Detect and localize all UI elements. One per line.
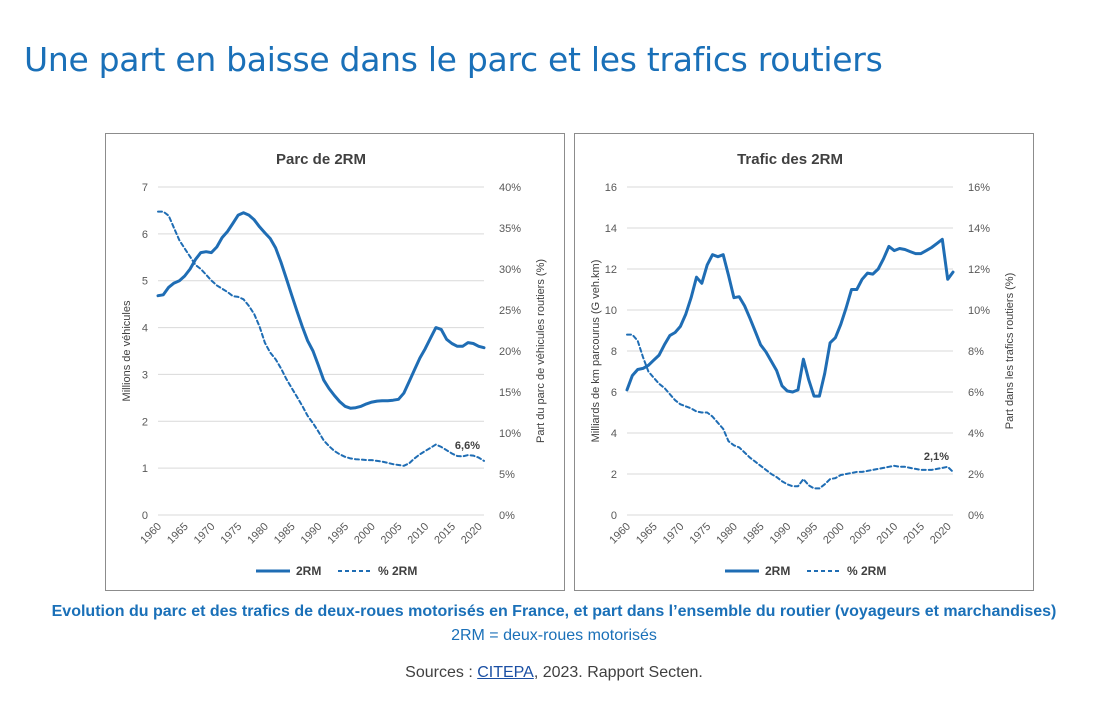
y-axis-label: Millions de véhicules (121, 300, 133, 401)
y2-axis-label: Part du parc de véhicules routiers (%) (535, 259, 547, 443)
y2-tick-label: 25% (499, 305, 521, 317)
y2-tick-label: 6% (968, 387, 984, 399)
x-tick-label: 1965 (165, 521, 191, 547)
x-tick-label: 2000 (352, 521, 378, 547)
y-tick-label: 5 (142, 276, 148, 288)
y-tick-label: 6 (611, 387, 617, 399)
sources-line: Sources : CITEPA, 2023. Rapport Secten. (0, 664, 1108, 682)
x-tick-label: 2005 (848, 521, 874, 547)
y2-tick-label: 0% (968, 510, 984, 522)
y-tick-label: 16 (605, 182, 617, 194)
y-tick-label: 4 (142, 323, 148, 335)
series-line-2rm (625, 237, 955, 398)
legend-label-share: % 2RM (847, 564, 886, 578)
y2-tick-label: 35% (499, 223, 521, 235)
chart-title: Trafic des 2RM (737, 151, 843, 168)
series-line-2rm (156, 211, 486, 410)
x-tick-label: 1970 (661, 521, 687, 547)
x-tick-label: 2015 (432, 521, 458, 547)
chart-title: Parc de 2RM (276, 151, 366, 168)
series-line-share (626, 333, 954, 490)
y2-tick-label: 40% (499, 182, 521, 194)
x-tick-label: 1995 (794, 521, 820, 547)
y-tick-label: 8 (611, 346, 617, 358)
y-tick-label: 1 (142, 463, 148, 475)
chart-svg: Parc de 2RM 0 1 2 3 4 5 6 7 0% 5% 10% 15% 20% 25% 30% 35… (121, 151, 547, 578)
x-tick-label: 1990 (299, 521, 325, 547)
legend-label-2rm: 2RM (765, 564, 790, 578)
x-tick-label: 2020 (459, 521, 485, 547)
chart-svg: Trafic des 2RM 0 2 4 6 8 10 12 14 16 0% 2% 4% 6% 8% 10%… (590, 151, 1016, 578)
y2-tick-label: 16% (968, 182, 990, 194)
x-tick-label: 1995 (325, 521, 351, 547)
x-tick-label: 2000 (821, 521, 847, 547)
legend-label-2rm: 2RM (296, 564, 321, 578)
y-tick-label: 7 (142, 182, 148, 194)
sources-suffix: , 2023. Rapport Secten. (533, 664, 703, 681)
y2-tick-label: 0% (499, 510, 515, 522)
x-tick-label: 2005 (379, 521, 405, 547)
x-tick-label: 2020 (928, 521, 954, 547)
x-tick-label: 1975 (218, 521, 244, 547)
x-tick-label: 1980 (245, 521, 271, 547)
legend-label-share: % 2RM (378, 564, 417, 578)
y2-tick-label: 15% (499, 387, 521, 399)
x-tick-label: 1990 (768, 521, 794, 547)
x-tick-label: 1985 (272, 521, 298, 547)
y2-tick-label: 14% (968, 223, 990, 235)
y2-tick-label: 30% (499, 264, 521, 276)
citepa-link[interactable]: CITEPA (477, 664, 534, 681)
y2-tick-label: 4% (968, 428, 984, 440)
end-value-label: 2,1% (924, 451, 949, 463)
x-tick-label: 1960 (607, 521, 633, 547)
sources-prefix: Sources : (405, 664, 478, 681)
chart-parc-2rm: Parc de 2RM 0 1 2 3 4 5 6 7 0% 5% 10% 15% 20% 25% 30% 35… (105, 133, 565, 591)
y-tick-label: 2 (611, 469, 617, 481)
series-line-share (157, 210, 485, 467)
figure-caption-abbreviation: 2RM = deux-roues motorisés (451, 627, 657, 644)
y2-tick-label: 2% (968, 469, 984, 481)
y2-tick-label: 10% (968, 305, 990, 317)
page-title: Une part en baisse dans le parc et les t… (24, 40, 883, 79)
figure-caption: Evolution du parc et des trafics de deux… (51, 603, 1057, 620)
x-tick-label: 1975 (687, 521, 713, 547)
y2-axis-label: Part dans les trafics routiers (%) (1004, 273, 1016, 430)
y2-tick-label: 12% (968, 264, 990, 276)
x-tick-label: 1960 (138, 521, 164, 547)
y2-tick-label: 5% (499, 469, 515, 481)
y-tick-label: 2 (142, 416, 148, 428)
y-tick-label: 3 (142, 369, 148, 381)
x-tick-label: 1965 (634, 521, 660, 547)
y-axis-label: Milliards de km parcourus (G veh.km) (590, 260, 602, 443)
y-tick-label: 0 (611, 510, 617, 522)
y-tick-label: 14 (605, 223, 617, 235)
x-tick-label: 1980 (714, 521, 740, 547)
x-tick-label: 1985 (741, 521, 767, 547)
y2-tick-label: 10% (499, 428, 521, 440)
y2-tick-label: 20% (499, 346, 521, 358)
chart-trafic-2rm: Trafic des 2RM 0 2 4 6 8 10 12 14 16 0% 2% 4% 6% 8% 10%… (574, 133, 1034, 591)
y-tick-label: 0 (142, 510, 148, 522)
end-value-label: 6,6% (455, 440, 480, 452)
x-tick-label: 2010 (875, 521, 901, 547)
y-tick-label: 12 (605, 264, 617, 276)
y-tick-label: 4 (611, 428, 617, 440)
x-tick-label: 1970 (192, 521, 218, 547)
x-tick-label: 2015 (901, 521, 927, 547)
y2-tick-label: 8% (968, 346, 984, 358)
x-tick-label: 2010 (406, 521, 432, 547)
y-tick-label: 6 (142, 229, 148, 241)
y-tick-label: 10 (605, 305, 617, 317)
